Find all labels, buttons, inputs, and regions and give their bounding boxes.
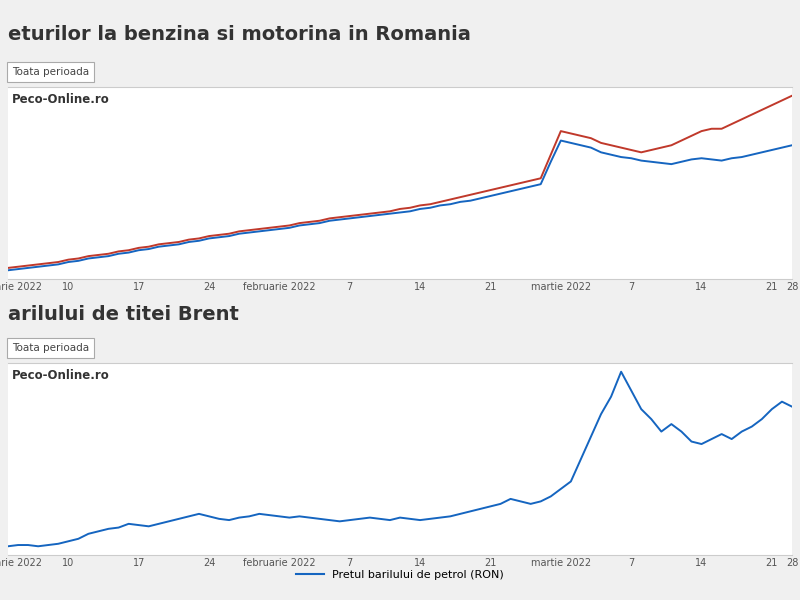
Legend: Pretul barilului de petrol (RON): Pretul barilului de petrol (RON): [291, 565, 509, 584]
Text: Toata perioada: Toata perioada: [12, 343, 89, 353]
Text: arilului de titei Brent: arilului de titei Brent: [8, 305, 239, 323]
Text: Peco-Online.ro: Peco-Online.ro: [12, 369, 110, 382]
Text: Toata perioada: Toata perioada: [12, 67, 89, 77]
Text: eturilor la benzina si motorina in Romania: eturilor la benzina si motorina in Roman…: [8, 25, 471, 44]
Text: Peco-Online.ro: Peco-Online.ro: [12, 93, 110, 106]
Legend: Benzina, Motorina: Benzina, Motorina: [304, 289, 496, 308]
